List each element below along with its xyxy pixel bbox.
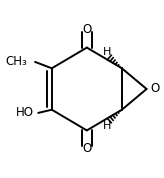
Text: H: H — [103, 121, 112, 131]
Text: HO: HO — [15, 106, 33, 119]
Text: O: O — [82, 23, 92, 36]
Text: O: O — [82, 142, 92, 155]
Text: H: H — [103, 47, 112, 57]
Text: CH₃: CH₃ — [5, 55, 27, 68]
Text: O: O — [150, 82, 159, 96]
